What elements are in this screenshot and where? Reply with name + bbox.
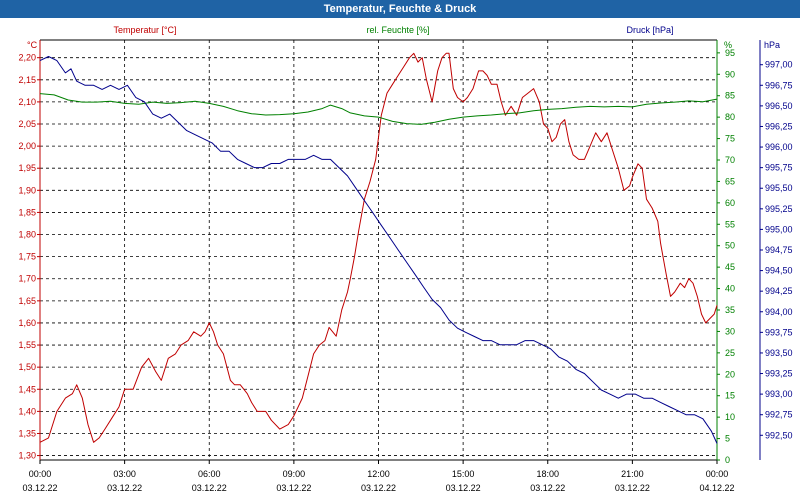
pressure-series-line xyxy=(39,56,718,444)
axes xyxy=(37,39,763,464)
x-tick-date-label: 03.12.22 xyxy=(107,483,142,493)
pressure-tick-label: 993,50 xyxy=(765,348,793,358)
temperature-series-line xyxy=(39,52,718,443)
humidity-tick-label: 15 xyxy=(725,391,735,401)
humidity-tick-label: 5 xyxy=(725,434,730,444)
temperature-tick-label: 1,40 xyxy=(18,406,36,416)
pressure-tick-label: 993,00 xyxy=(765,389,793,399)
humidity-tick-label: 50 xyxy=(725,241,735,251)
x-tick-time-label: 15:00 xyxy=(452,469,475,479)
temperature-tick-label: 1,30 xyxy=(18,451,36,461)
x-tick-date-label: 03.12.22 xyxy=(276,483,311,493)
humidity-tick-label: 65 xyxy=(725,176,735,186)
pressure-tick-label: 996,75 xyxy=(765,80,793,90)
axis-labels: 1,30 1,35 1,40 1,45 1,50 1,55 1,60 1,65 1,70 1,75… xyxy=(18,25,792,493)
humidity-tick-label: 55 xyxy=(725,219,735,229)
temperature-tick-label: 2,20 xyxy=(18,53,36,63)
temperature-tick-label: 2,10 xyxy=(18,97,36,107)
x-tick-date-label: 03.12.22 xyxy=(615,483,650,493)
humidity-tick-label: 80 xyxy=(725,112,735,122)
pressure-tick-label: 996,50 xyxy=(765,101,793,111)
humidity-tick-label: 60 xyxy=(725,198,735,208)
pressure-tick-label: 992,75 xyxy=(765,410,793,420)
humidity-tick-label: 25 xyxy=(725,348,735,358)
pressure-tick-label: 995,00 xyxy=(765,224,793,234)
humidity-tick-label: 75 xyxy=(725,134,735,144)
x-tick-time-label: 00:00 xyxy=(706,469,729,479)
humidity-axis-title: rel. Feuchte [%] xyxy=(366,25,429,35)
pressure-tick-label: 996,00 xyxy=(765,142,793,152)
temperature-tick-label: 1,75 xyxy=(18,252,36,262)
temperature-tick-label: 1,90 xyxy=(18,185,36,195)
x-tick-date-label: 03.12.22 xyxy=(361,483,396,493)
pressure-tick-label: 994,75 xyxy=(765,245,793,255)
temperature-tick-label: 2,00 xyxy=(18,141,36,151)
humidity-tick-label: 20 xyxy=(725,369,735,379)
pressure-tick-label: 996,25 xyxy=(765,121,793,131)
x-tick-time-label: 18:00 xyxy=(536,469,559,479)
temperature-tick-label: 2,05 xyxy=(18,119,36,129)
humidity-tick-label: 30 xyxy=(725,326,735,336)
x-tick-time-label: 12:00 xyxy=(367,469,390,479)
temperature-tick-label: 1,65 xyxy=(18,296,36,306)
temperature-tick-label: 1,35 xyxy=(18,428,36,438)
humidity-tick-label: 45 xyxy=(725,262,735,272)
x-tick-date-label: 04.12.22 xyxy=(699,483,734,493)
humidity-tick-label: 70 xyxy=(725,155,735,165)
temperature-tick-label: 1,85 xyxy=(18,207,36,217)
x-tick-date-label: 03.12.22 xyxy=(192,483,227,493)
temperature-tick-label: 1,60 xyxy=(18,318,36,328)
chart-title: Temperatur, Feuchte & Druck xyxy=(0,0,800,18)
pressure-tick-label: 993,25 xyxy=(765,369,793,379)
x-tick-date-label: 03.12.22 xyxy=(22,483,57,493)
pressure-unit-label: hPa xyxy=(764,40,780,50)
humidity-tick-label: 85 xyxy=(725,91,735,101)
pressure-tick-label: 992,50 xyxy=(765,430,793,440)
humidity-tick-label: 90 xyxy=(725,69,735,79)
x-tick-time-label: 06:00 xyxy=(198,469,221,479)
x-tick-date-label: 03.12.22 xyxy=(446,483,481,493)
temperature-tick-label: 1,95 xyxy=(18,163,36,173)
pressure-tick-label: 997,00 xyxy=(765,60,793,70)
pressure-tick-label: 994,25 xyxy=(765,286,793,296)
series-lines xyxy=(39,52,718,444)
pressure-tick-label: 995,50 xyxy=(765,183,793,193)
pressure-tick-label: 994,00 xyxy=(765,307,793,317)
x-tick-date-label: 03.12.22 xyxy=(530,483,565,493)
x-tick-time-label: 00:00 xyxy=(29,469,52,479)
grid xyxy=(40,40,717,460)
pressure-tick-label: 995,25 xyxy=(765,204,793,214)
humidity-series-line xyxy=(39,93,718,125)
pressure-axis-title: Druck [hPa] xyxy=(626,25,673,35)
temperature-axis-title: Temperatur [°C] xyxy=(113,25,176,35)
humidity-tick-label: 0 xyxy=(725,455,730,465)
x-tick-time-label: 09:00 xyxy=(283,469,306,479)
humidity-tick-label: 35 xyxy=(725,305,735,315)
x-tick-time-label: 21:00 xyxy=(621,469,644,479)
temperature-tick-label: 1,45 xyxy=(18,384,36,394)
humidity-unit-label: % xyxy=(724,40,732,50)
humidity-tick-label: 95 xyxy=(725,48,735,58)
pressure-tick-label: 994,50 xyxy=(765,266,793,276)
temperature-tick-label: 1,55 xyxy=(18,340,36,350)
temperature-tick-label: 1,50 xyxy=(18,362,36,372)
temperature-tick-label: 2,15 xyxy=(18,75,36,85)
temperature-tick-label: 1,70 xyxy=(18,274,36,284)
temperature-tick-label: 1,80 xyxy=(18,230,36,240)
humidity-tick-label: 40 xyxy=(725,284,735,294)
pressure-tick-label: 995,75 xyxy=(765,163,793,173)
x-tick-time-label: 03:00 xyxy=(113,469,136,479)
humidity-tick-label: 10 xyxy=(725,412,735,422)
pressure-tick-label: 993,75 xyxy=(765,327,793,337)
temperature-unit-label: °C xyxy=(27,40,38,50)
